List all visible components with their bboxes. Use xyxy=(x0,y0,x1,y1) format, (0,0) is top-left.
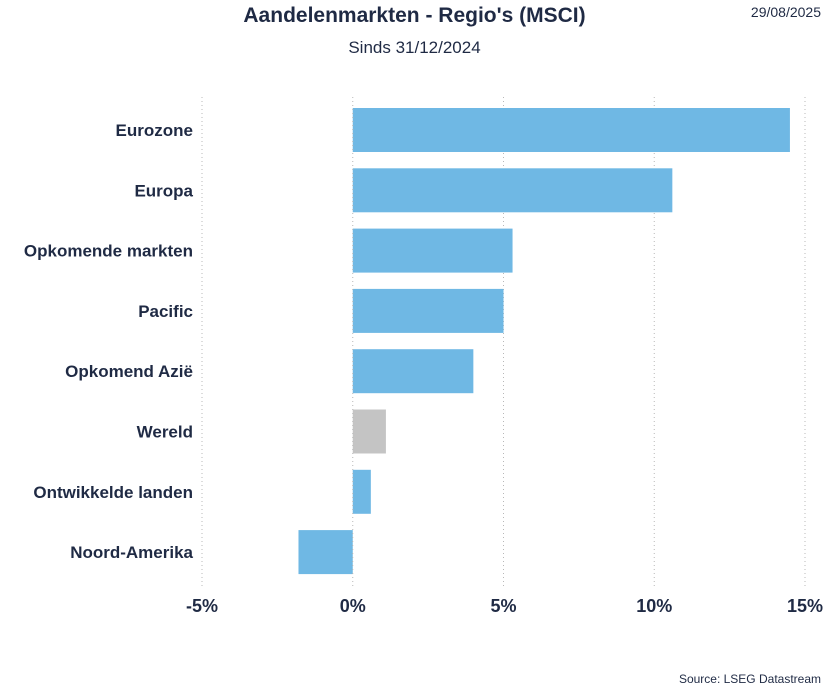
bar-opkomend-azi- xyxy=(352,349,474,394)
bar-ontwikkelde-landen xyxy=(352,469,371,514)
x-tick-label: 15% xyxy=(787,596,823,616)
x-tick-label: 10% xyxy=(636,596,672,616)
category-label: Eurozone xyxy=(116,121,193,140)
report-date: 29/08/2025 xyxy=(750,4,821,20)
category-label: Opkomende markten xyxy=(24,242,193,261)
category-label: Pacific xyxy=(138,302,193,321)
category-label: Europa xyxy=(134,181,193,200)
category-label: Ontwikkelde landen xyxy=(33,483,193,502)
x-tick-label: 5% xyxy=(490,596,516,616)
source-note: Source: LSEG Datastream xyxy=(678,672,821,686)
chart-title: Aandelenmarkten - Regio's (MSCI) xyxy=(243,4,586,27)
chart-subtitle: Sinds 31/12/2024 xyxy=(348,38,481,57)
bar-wereld xyxy=(352,409,386,454)
bar-noord-amerika xyxy=(298,530,353,575)
bar-europa xyxy=(352,168,673,213)
bar-opkomende-markten xyxy=(352,228,513,273)
x-tick-label: 0% xyxy=(340,596,366,616)
bar-pacific xyxy=(352,288,504,333)
category-label: Wereld xyxy=(137,423,193,442)
bar-eurozone xyxy=(352,108,790,152)
category-label: Opkomend Azië xyxy=(65,362,193,381)
x-tick-label: -5% xyxy=(186,596,218,616)
category-label: Noord-Amerika xyxy=(70,543,193,562)
